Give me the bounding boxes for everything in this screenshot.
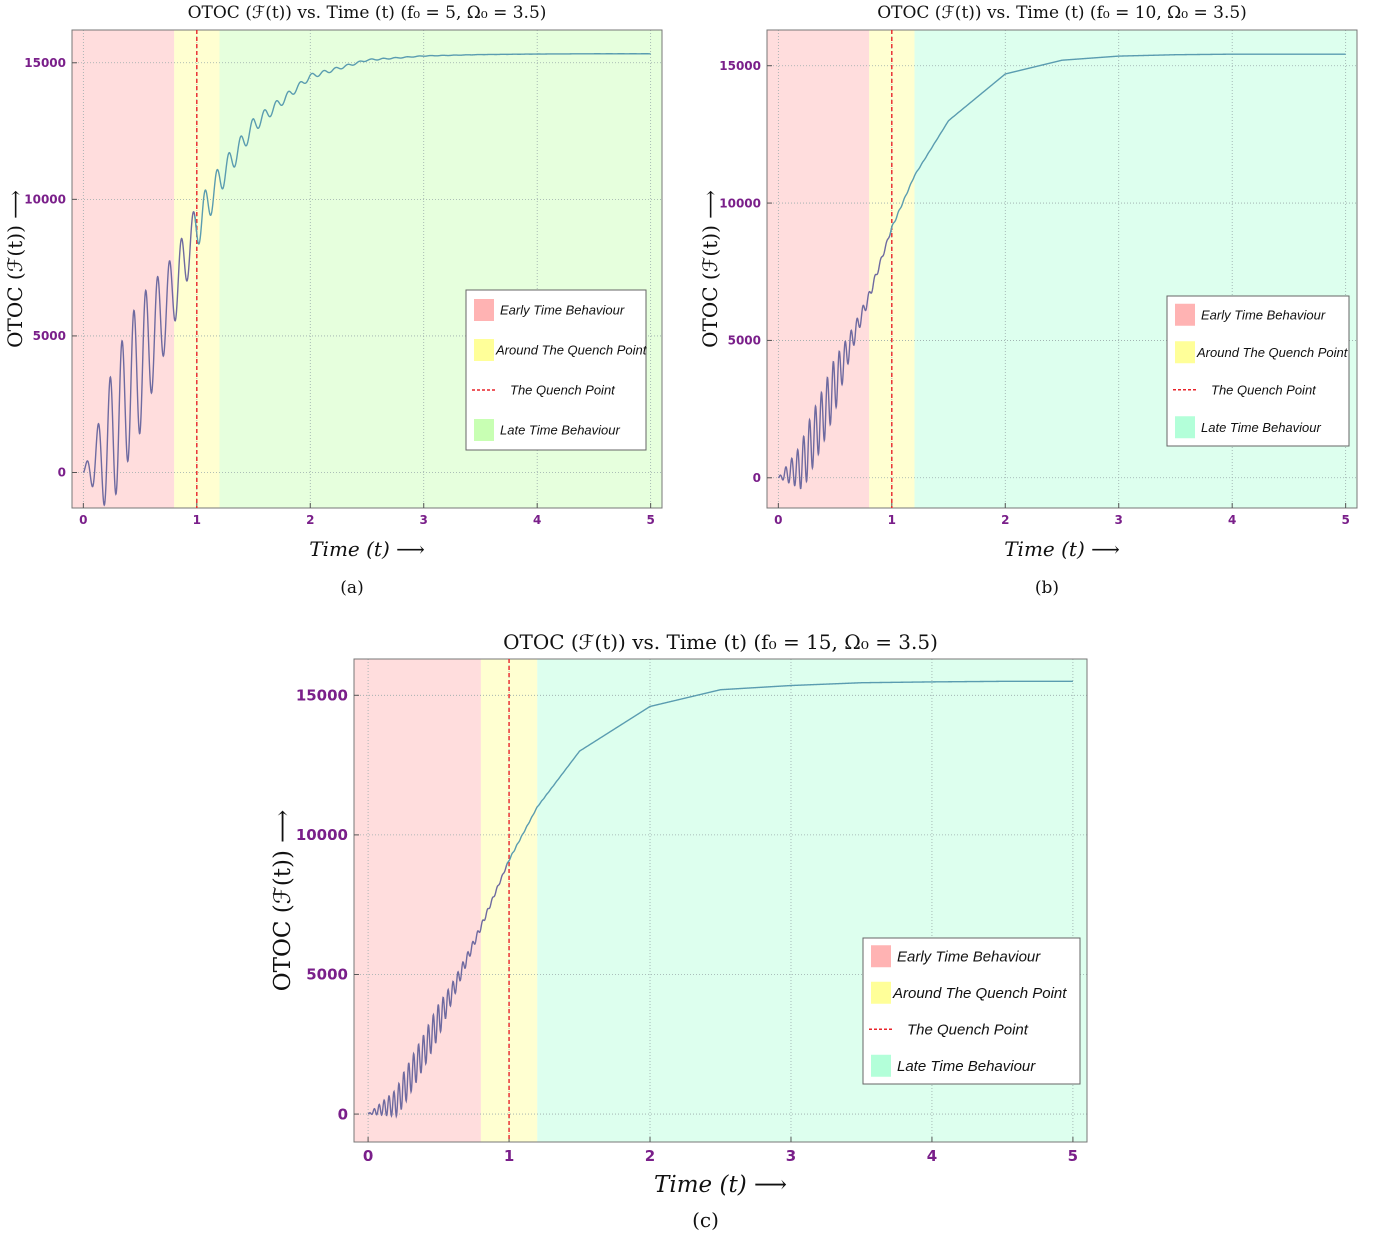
legend-label: Early Time Behaviour <box>500 303 625 318</box>
legend-label: Around The Quench Point <box>1196 345 1349 360</box>
chart-panel-b: OTOC (ℱ(t)) vs. Time (t) (f₀ = 10, Ω₀ = … <box>695 0 1375 600</box>
y-tick-label: 15000 <box>296 687 348 705</box>
legend-label: Around The Quench Point <box>892 985 1067 1002</box>
plot-frame <box>353 658 1088 1143</box>
legend-label: Early Time Behaviour <box>897 949 1041 966</box>
panel-caption: (b) <box>1035 578 1059 598</box>
y-tick-label: 5000 <box>728 334 761 348</box>
legend-box <box>862 937 1081 1085</box>
otoc-series-line-late <box>889 53 1346 236</box>
y-tick-label: 0 <box>338 1105 348 1123</box>
y-tick-label: 5000 <box>33 329 66 343</box>
legend-label: The Quench Point <box>510 383 616 398</box>
region-0 <box>767 30 870 508</box>
x-tick-label: 0 <box>774 513 782 527</box>
x-tick-label: 3 <box>1115 513 1123 527</box>
y-tick-label: 0 <box>753 471 761 485</box>
legend-box <box>1166 295 1350 447</box>
x-tick-label: 3 <box>420 513 428 527</box>
panel-caption: (c) <box>692 1208 719 1232</box>
legend-swatch <box>871 981 891 1004</box>
x-tick-label: 5 <box>1068 1147 1078 1165</box>
x-axis-label: Time (t) ⟶ <box>1004 537 1120 561</box>
legend-box <box>465 289 647 451</box>
x-tick-label: 1 <box>193 513 201 527</box>
x-tick-label: 1 <box>888 513 896 527</box>
chart-title: OTOC (ℱ(t)) vs. Time (t) (f₀ = 5, Ω₀ = 3… <box>188 3 547 23</box>
legend-swatch <box>474 299 494 321</box>
y-axis-label: OTOC (ℱ(t)) ⟶ <box>698 190 722 348</box>
legend-swatch <box>871 945 891 968</box>
chart-svg-b: OTOC (ℱ(t)) vs. Time (t) (f₀ = 10, Ω₀ = … <box>698 3 1358 598</box>
y-axis-label: OTOC (ℱ(t)) ⟶ <box>270 810 296 991</box>
legend-swatch <box>1175 341 1195 364</box>
otoc-series-line-late <box>505 680 1073 866</box>
legend-label: Late Time Behaviour <box>500 423 621 438</box>
x-tick-label: 5 <box>646 513 654 527</box>
legend-label: Early Time Behaviour <box>1201 307 1326 322</box>
chart-title: OTOC (ℱ(t)) vs. Time (t) (f₀ = 10, Ω₀ = … <box>877 3 1247 23</box>
y-tick-label: 15000 <box>719 59 761 73</box>
x-tick-label: 3 <box>786 1147 796 1165</box>
chart-panel-c: OTOC (ℱ(t)) vs. Time (t) (f₀ = 15, Ω₀ = … <box>260 622 1130 1237</box>
legend-swatch <box>871 1054 891 1077</box>
x-tick-label: 4 <box>927 1147 937 1165</box>
legend-label: Late Time Behaviour <box>897 1058 1036 1075</box>
y-tick-label: 0 <box>58 466 66 480</box>
chart-svg-c: OTOC (ℱ(t)) vs. Time (t) (f₀ = 15, Ω₀ = … <box>270 630 1088 1232</box>
y-tick-label: 10000 <box>719 196 761 210</box>
otoc-series-line-early <box>777 226 893 490</box>
otoc-series-line-early <box>82 211 198 507</box>
legend-label: Around The Quench Point <box>495 343 648 358</box>
x-tick-label: 4 <box>1228 513 1236 527</box>
panel-caption: (a) <box>340 578 363 598</box>
plot-frame <box>766 29 1358 509</box>
otoc-series-line-early <box>367 860 510 1119</box>
plot-frame <box>71 29 663 509</box>
y-tick-label: 15000 <box>24 56 66 70</box>
x-tick-label: 4 <box>533 513 541 527</box>
otoc-series-line-late <box>194 53 651 245</box>
region-0 <box>72 30 175 508</box>
x-tick-label: 2 <box>306 513 314 527</box>
y-tick-label: 10000 <box>24 193 66 207</box>
x-axis-label: Time (t) ⟶ <box>309 537 425 561</box>
x-tick-label: 5 <box>1341 513 1349 527</box>
legend-swatch <box>474 419 494 441</box>
chart-title: OTOC (ℱ(t)) vs. Time (t) (f₀ = 15, Ω₀ = … <box>503 630 938 654</box>
legend-swatch <box>1175 303 1195 326</box>
y-tick-label: 5000 <box>306 966 348 984</box>
x-tick-label: 1 <box>504 1147 514 1165</box>
y-tick-label: 10000 <box>296 826 348 844</box>
chart-panel-a: OTOC (ℱ(t)) vs. Time (t) (f₀ = 5, Ω₀ = 3… <box>0 0 680 600</box>
chart-svg-a: OTOC (ℱ(t)) vs. Time (t) (f₀ = 5, Ω₀ = 3… <box>3 3 663 598</box>
legend-swatch <box>474 339 494 361</box>
y-axis-label: OTOC (ℱ(t)) ⟶ <box>3 190 27 348</box>
x-tick-label: 0 <box>363 1147 373 1165</box>
x-tick-label: 2 <box>645 1147 655 1165</box>
x-tick-label: 0 <box>79 513 87 527</box>
legend-swatch <box>1175 416 1195 439</box>
legend-label: Late Time Behaviour <box>1201 420 1322 435</box>
x-tick-label: 2 <box>1001 513 1009 527</box>
legend-label: The Quench Point <box>907 1022 1029 1039</box>
x-axis-label: Time (t) ⟶ <box>654 1172 787 1198</box>
legend-label: The Quench Point <box>1211 382 1317 397</box>
